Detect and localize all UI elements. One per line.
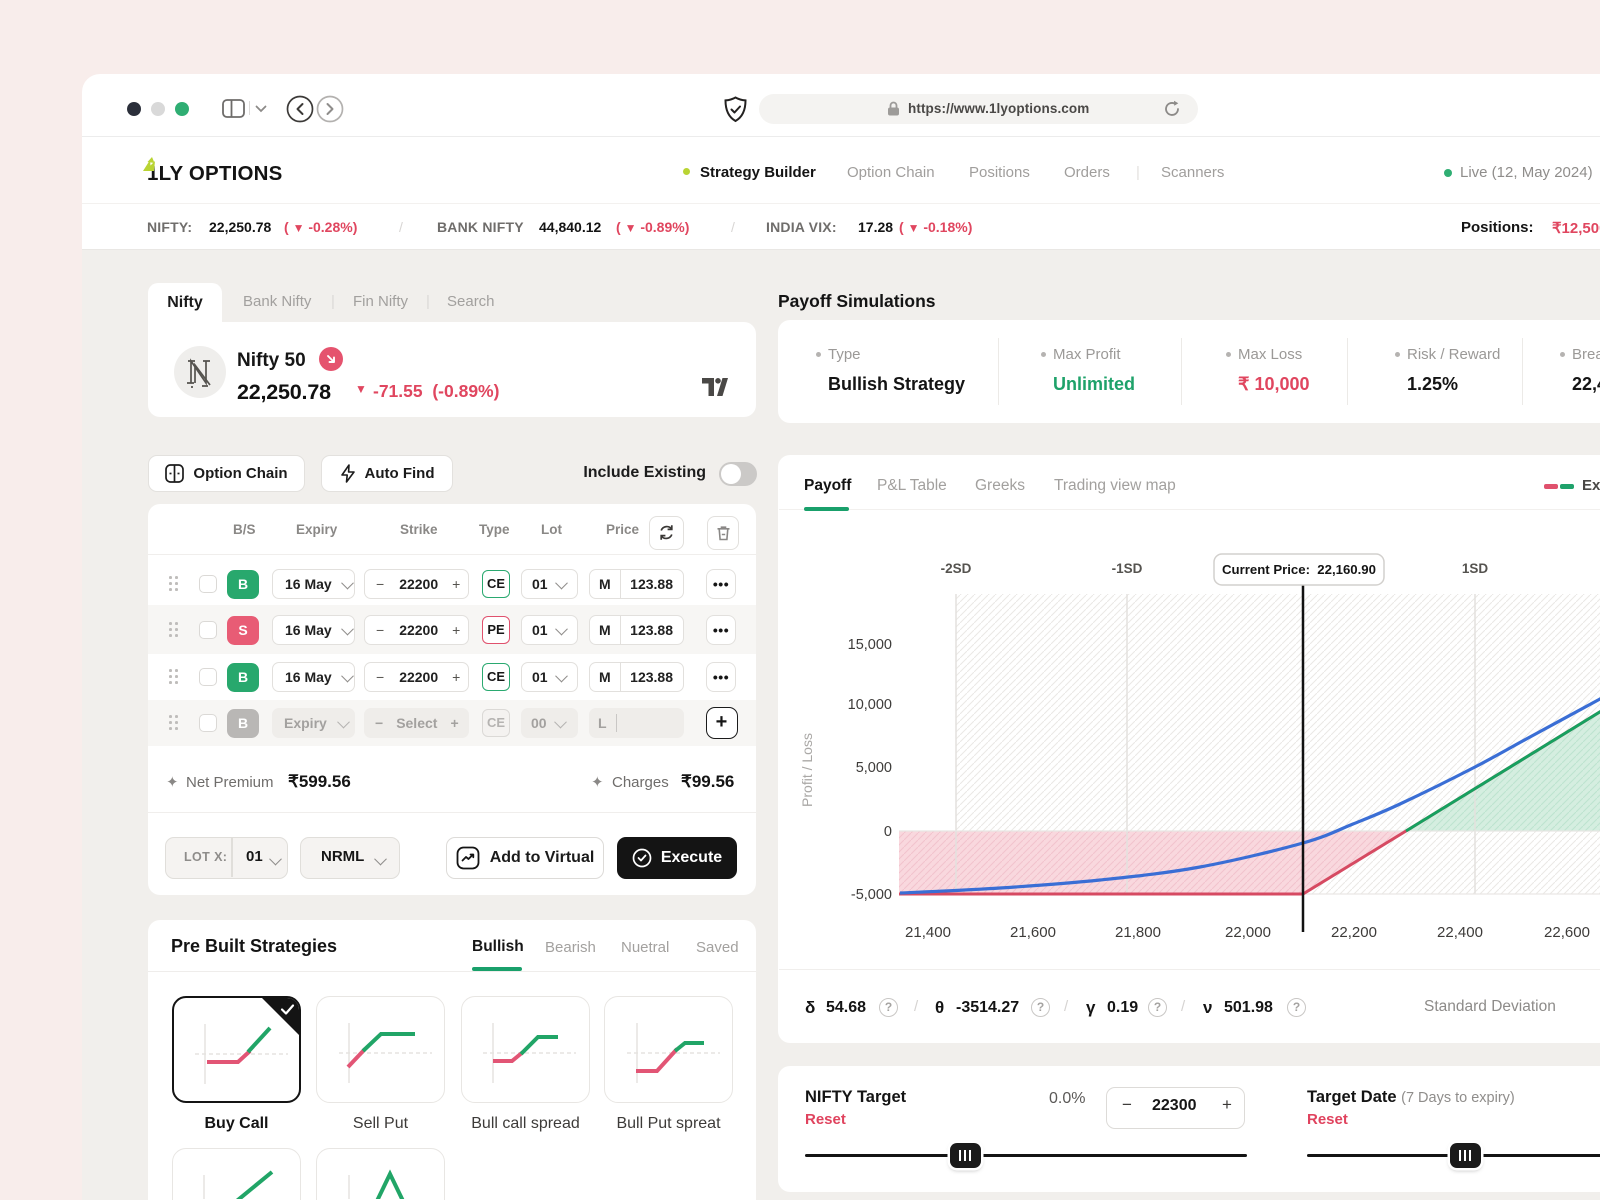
svg-text:Current Price: 22,160.90: Current Price: 22,160.90 <box>1222 562 1376 577</box>
svg-text:Profit / Loss: Profit / Loss <box>799 733 815 807</box>
svg-text:-5,000: -5,000 <box>851 887 892 903</box>
svg-text:22,400: 22,400 <box>1437 924 1483 941</box>
svg-text:22,600: 22,600 <box>1544 924 1590 941</box>
svg-text:0: 0 <box>884 824 892 840</box>
svg-text:21,400: 21,400 <box>905 924 951 941</box>
svg-text:-2SD: -2SD <box>941 561 972 576</box>
svg-text:5,000: 5,000 <box>856 760 892 776</box>
svg-text:10,000: 10,000 <box>848 697 892 713</box>
svg-text:21,600: 21,600 <box>1010 924 1056 941</box>
svg-text:22,200: 22,200 <box>1331 924 1377 941</box>
svg-text:-1SD: -1SD <box>1112 561 1143 576</box>
svg-text:22,000: 22,000 <box>1225 924 1271 941</box>
svg-text:1SD: 1SD <box>1462 561 1489 576</box>
svg-text:15,000: 15,000 <box>848 637 892 653</box>
svg-text:21,800: 21,800 <box>1115 924 1161 941</box>
